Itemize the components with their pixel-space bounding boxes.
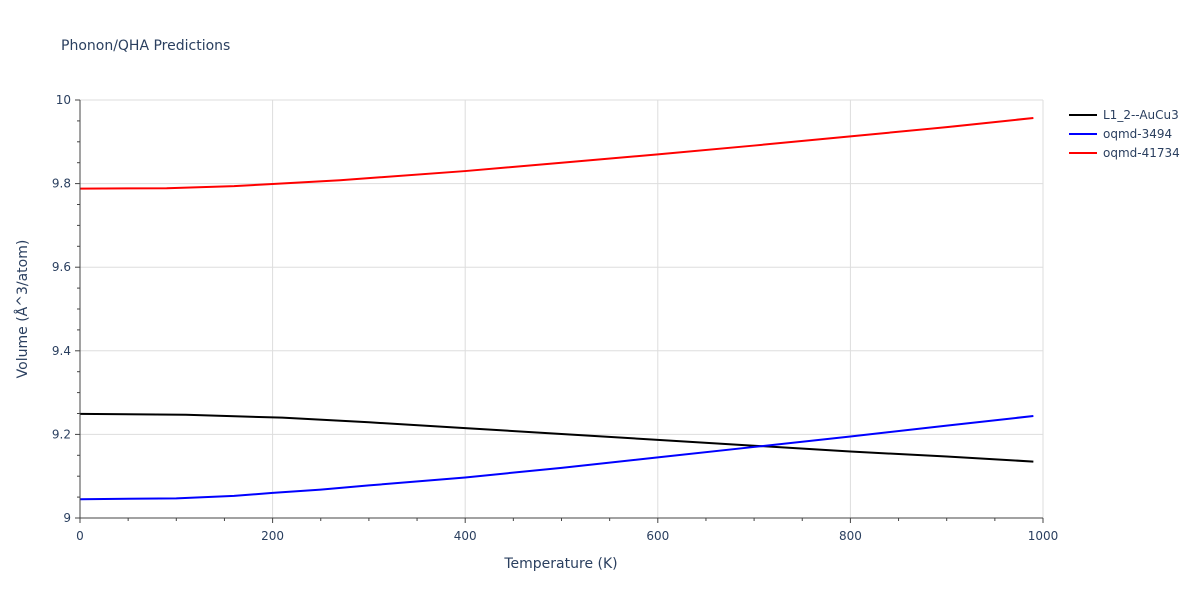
y-tick-label: 9.8 (52, 177, 71, 191)
series-line-oqmd-41734 (79, 116, 1034, 190)
legend-item[interactable]: oqmd-41734 (1069, 146, 1180, 160)
axes (75, 99, 1044, 523)
x-tick-label: 1000 (1028, 529, 1059, 543)
chart-title: Phonon/QHA Predictions (61, 38, 230, 54)
series-layer (79, 116, 1034, 501)
y-tick-label: 9.6 (52, 260, 71, 274)
y-tick-label: 9 (63, 511, 71, 525)
legend-label: oqmd-41734 (1103, 146, 1180, 160)
x-tick-label: 400 (454, 529, 477, 543)
x-tick-label: 200 (261, 529, 284, 543)
x-tick-label: 600 (646, 529, 669, 543)
y-tick-label: 9.2 (52, 427, 71, 441)
y-tick-label: 10 (56, 93, 71, 107)
x-axis-title: Temperature (K) (503, 556, 617, 572)
legend-label: oqmd-3494 (1103, 127, 1172, 141)
legend-label: L1_2--AuCu3 (1103, 108, 1179, 122)
legend: L1_2--AuCu3 oqmd-3494 oqmd-41734 (1069, 108, 1180, 160)
legend-item[interactable]: L1_2--AuCu3 (1069, 108, 1179, 122)
tick-labels: 0 200 400 600 800 1000 9 9.2 9.4 9.6 9.8 10 (52, 93, 1058, 543)
series-line-L1_2--AuCu3 (79, 412, 1034, 463)
y-tick-label: 9.4 (52, 344, 71, 358)
plot-background (80, 100, 1043, 518)
x-tick-label: 0 (76, 529, 84, 543)
series-line-oqmd-3494 (79, 415, 1034, 501)
y-axis-title: Volume (Å^3/atom) (14, 240, 31, 379)
x-tick-label: 800 (839, 529, 862, 543)
legend-item[interactable]: oqmd-3494 (1069, 127, 1172, 141)
